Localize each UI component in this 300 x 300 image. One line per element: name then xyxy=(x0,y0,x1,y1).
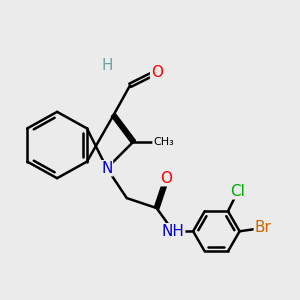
Text: N: N xyxy=(101,161,112,176)
Text: Br: Br xyxy=(254,220,271,236)
Text: O: O xyxy=(160,171,172,186)
Text: O: O xyxy=(151,64,163,80)
Text: H: H xyxy=(101,58,112,73)
Text: Cl: Cl xyxy=(230,184,245,199)
Text: NH: NH xyxy=(162,224,185,239)
Text: CH₃: CH₃ xyxy=(153,137,174,147)
